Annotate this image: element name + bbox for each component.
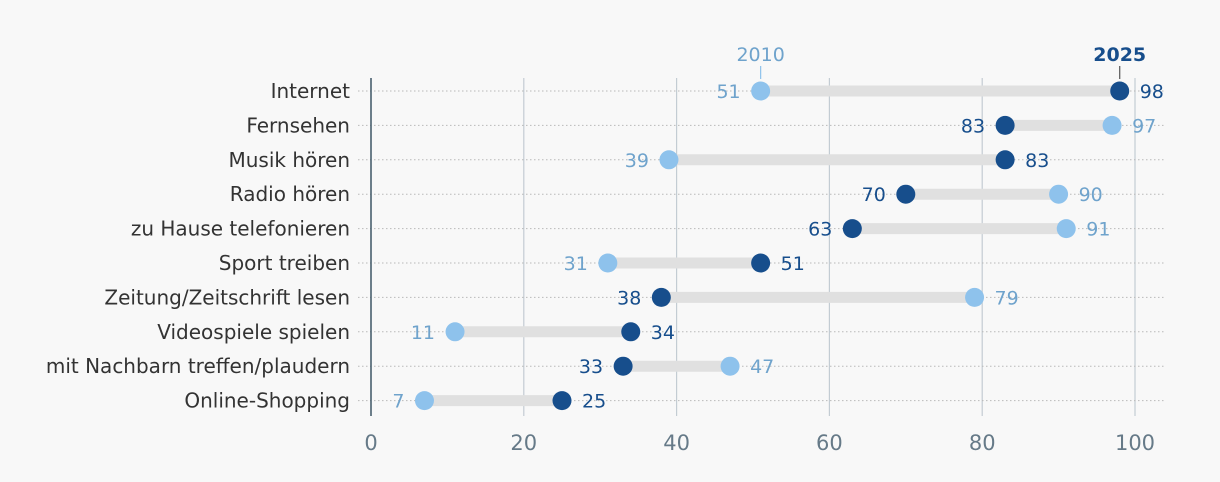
category-label-8: mit Nachbarn treffen/plaudern [46, 354, 350, 378]
point-2010-9 [414, 391, 434, 411]
point-2010-1 [1102, 115, 1122, 135]
category-label-5: Sport treiben [219, 251, 350, 275]
value-label-2025-1: 83 [961, 115, 985, 137]
point-2025-1 [995, 115, 1015, 135]
labels: 0 20 40 60 80 100 Internet 51 98 Fernsehen 97 83 Mus… [46, 44, 1164, 455]
x-tick-label-80: 80 [969, 431, 996, 455]
connector-bars [424, 85, 1120, 407]
x-tick-label-100: 100 [1115, 431, 1155, 455]
point-2025-7 [621, 322, 641, 342]
value-label-2010-6: 79 [995, 287, 1019, 309]
value-label-2025-7: 34 [651, 322, 675, 344]
value-label-2025-6: 38 [617, 287, 641, 309]
value-label-2010-7: 11 [411, 322, 435, 344]
value-label-2010-2: 39 [625, 150, 649, 172]
data-points [414, 81, 1130, 411]
point-2025-5 [751, 253, 771, 273]
point-2010-6 [965, 287, 985, 307]
point-2010-8 [720, 356, 740, 376]
point-2025-4 [842, 219, 862, 239]
value-label-2025-4: 63 [808, 219, 832, 241]
value-label-2010-0: 51 [716, 81, 740, 103]
point-2025-3 [896, 184, 916, 204]
point-2025-9 [552, 391, 572, 411]
x-tick-label-0: 0 [364, 431, 377, 455]
series-label-2010: 2010 [736, 44, 784, 66]
category-label-6: Zeitung/Zeitschrift lesen [104, 285, 350, 309]
value-label-2010-8: 47 [750, 356, 774, 378]
value-label-2010-9: 7 [392, 391, 404, 413]
category-label-1: Fernsehen [246, 113, 350, 137]
point-2010-0 [751, 81, 771, 101]
point-2010-5 [598, 253, 618, 273]
point-2025-6 [651, 287, 671, 307]
category-label-0: Internet [271, 79, 351, 103]
value-label-2025-9: 25 [582, 391, 606, 413]
point-2010-2 [659, 150, 679, 170]
value-label-2025-0: 98 [1140, 81, 1164, 103]
category-label-7: Videospiele spielen [157, 320, 350, 344]
value-label-2010-3: 90 [1079, 184, 1103, 206]
point-2025-8 [613, 356, 633, 376]
point-2010-4 [1056, 219, 1076, 239]
grid-lines [523, 78, 1136, 416]
value-label-2010-1: 97 [1132, 115, 1156, 137]
point-2025-2 [995, 150, 1015, 170]
category-label-4: zu Hause telefonieren [131, 217, 350, 241]
category-label-9: Online-Shopping [184, 389, 350, 413]
point-2010-7 [445, 322, 465, 342]
x-tick-label-20: 20 [510, 431, 537, 455]
category-label-2: Musik hören [228, 148, 350, 172]
point-2010-3 [1049, 184, 1069, 204]
value-label-2025-5: 51 [781, 253, 805, 275]
series-label-2025: 2025 [1093, 44, 1146, 66]
value-label-2025-3: 70 [862, 184, 886, 206]
value-label-2025-2: 83 [1025, 150, 1049, 172]
x-tick-label-40: 40 [663, 431, 690, 455]
x-tick-label-60: 60 [816, 431, 843, 455]
point-2025-0 [1110, 81, 1130, 101]
category-label-3: Radio hören [230, 182, 350, 206]
row-guide-lines [358, 90, 1166, 402]
value-label-2025-8: 33 [579, 356, 603, 378]
value-label-2010-5: 31 [564, 253, 588, 275]
value-label-2010-4: 91 [1086, 219, 1110, 241]
